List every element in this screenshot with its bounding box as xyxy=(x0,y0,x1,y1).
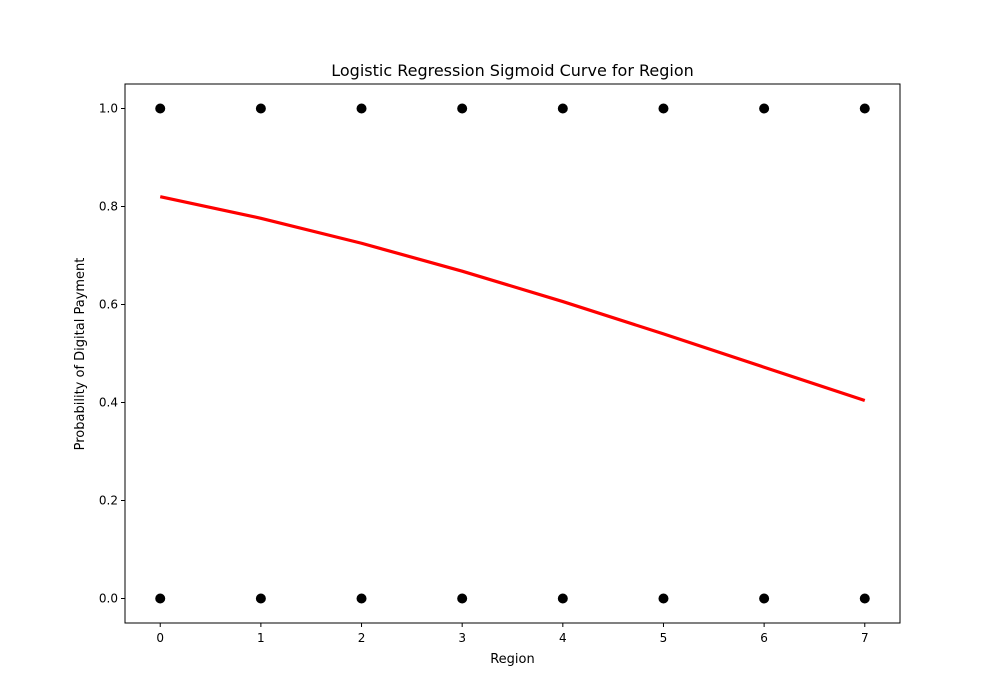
x-tick-label: 1 xyxy=(257,631,265,645)
y-tick-label: 0.4 xyxy=(99,396,118,410)
data-point xyxy=(356,593,367,604)
data-point xyxy=(658,103,669,114)
y-tick-label: 0.6 xyxy=(99,298,118,312)
y-tick-label: 0.0 xyxy=(99,592,118,606)
data-point xyxy=(658,593,669,604)
plot-frame xyxy=(124,83,901,624)
y-tick-label: 1.0 xyxy=(99,102,118,116)
x-tick-label: 4 xyxy=(559,631,567,645)
data-point xyxy=(457,103,468,114)
y-tick-label: 0.8 xyxy=(99,200,118,214)
data-point xyxy=(255,103,266,114)
data-point xyxy=(557,593,568,604)
x-tick-label: 0 xyxy=(156,631,164,645)
x-tick-label: 5 xyxy=(660,631,668,645)
data-point xyxy=(759,593,770,604)
sigmoid-curve-line xyxy=(159,195,866,403)
y-tick-label: 0.2 xyxy=(99,494,118,508)
data-point xyxy=(457,593,468,604)
data-point xyxy=(859,593,870,604)
y-axis-label: Probability of Digital Payment xyxy=(73,258,88,451)
x-axis-label: Region xyxy=(490,652,535,667)
x-tick-label: 7 xyxy=(861,631,869,645)
data-point xyxy=(557,103,568,114)
data-point xyxy=(155,103,166,114)
data-point xyxy=(356,103,367,114)
x-tick-label: 6 xyxy=(760,631,768,645)
data-point xyxy=(155,593,166,604)
x-tick-label: 3 xyxy=(458,631,466,645)
chart-title: Logistic Regression Sigmoid Curve for Re… xyxy=(331,61,694,80)
x-tick-label: 2 xyxy=(358,631,366,645)
data-point xyxy=(859,103,870,114)
data-point xyxy=(255,593,266,604)
plot-area xyxy=(155,103,870,604)
data-point xyxy=(759,103,770,114)
